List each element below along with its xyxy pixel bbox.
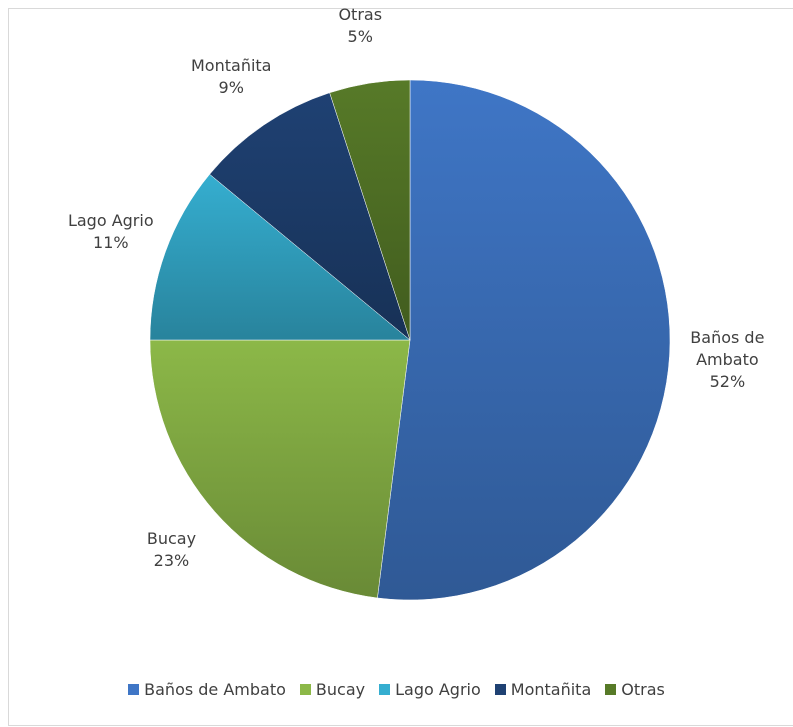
slice	[377, 79, 671, 601]
label-name: Lago Agrio	[67, 211, 154, 231]
legend-item: Otras	[605, 680, 665, 699]
data-label: Otras 5%	[300, 4, 420, 48]
slice	[209, 92, 411, 341]
label-value: 11%	[93, 233, 129, 253]
legend-item: Montañita	[494, 680, 592, 699]
label-name: Otras	[338, 4, 383, 24]
label-value: 23%	[153, 551, 190, 571]
data-label: Bucay 23%	[111, 528, 231, 572]
label-value: 52%	[709, 371, 746, 391]
legend-swatch	[128, 684, 140, 695]
legend: Baños de Ambato Bucay Lago Agrio Montañita O…	[0, 680, 793, 699]
data-label: Montañita 9%	[171, 55, 291, 99]
label-value: 9%	[218, 77, 244, 97]
label-value: 5%	[347, 26, 373, 46]
legend-swatch	[379, 684, 391, 695]
label-name: Baños de Ambato	[690, 327, 765, 369]
legend-label: Baños de Ambato	[144, 680, 286, 699]
legend-label: Bucay	[315, 680, 366, 699]
label-name: Bucay	[146, 529, 197, 549]
legend-label: Otras	[621, 680, 665, 699]
slice	[329, 79, 411, 341]
legend-item: Lago Agrio	[379, 680, 481, 699]
legend-label: Montañita	[510, 680, 592, 699]
label-name: Montañita	[191, 55, 272, 75]
slice	[149, 173, 411, 341]
chart-border	[8, 8, 793, 726]
legend-item: Bucay	[299, 680, 366, 699]
legend-label: Lago Agrio	[395, 680, 481, 699]
data-label: Baños de Ambato 52%	[667, 327, 787, 393]
legend-swatch	[494, 684, 506, 695]
data-label: Lago Agrio 11%	[51, 210, 171, 254]
slice	[149, 339, 411, 599]
legend-swatch	[605, 684, 617, 695]
legend-swatch	[299, 684, 311, 695]
legend-item: Baños de Ambato	[128, 680, 286, 699]
